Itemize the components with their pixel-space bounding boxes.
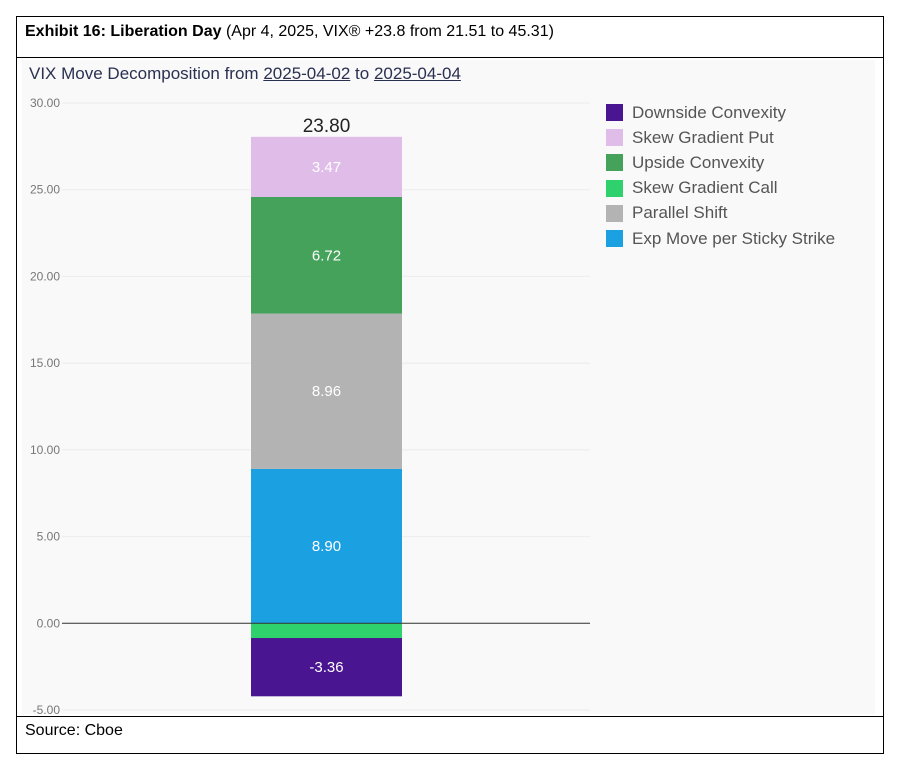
y-tick-label: 10.00 <box>30 443 60 457</box>
legend-label: Parallel Shift <box>632 203 728 223</box>
exhibit-subtitle: (Apr 4, 2025, VIX® +23.8 from 21.51 to 4… <box>225 23 554 40</box>
exhibit-title: Exhibit 16: Liberation Day <box>25 23 222 40</box>
bar-segment-skew-gradient-put <box>251 136 402 197</box>
y-tick-label: 20.00 <box>30 269 60 283</box>
legend-item: Skew Gradient Call <box>606 176 835 201</box>
legend-item: Exp Move per Sticky Strike <box>606 226 835 251</box>
chart-title: VIX Move Decomposition from 2025-04-02 t… <box>29 64 461 84</box>
source-footer: Source: Cboe <box>16 716 884 754</box>
legend-swatch <box>606 204 623 222</box>
legend-label: Exp Move per Sticky Strike <box>632 228 836 248</box>
chart-start-date: 2025-04-02 <box>263 64 351 83</box>
legend-item: Upside Convexity <box>606 150 835 175</box>
legend-swatch <box>606 230 623 248</box>
chart-title-mid: to <box>355 64 370 83</box>
chart-end-date: 2025-04-04 <box>373 64 461 83</box>
legend-label: Skew Gradient Put <box>632 127 774 147</box>
bar-segment-parallel-shift <box>251 313 402 469</box>
y-tick-label: -5.00 <box>33 703 61 714</box>
bar-segment-downside-convexity <box>251 638 402 697</box>
exhibit-caption: Exhibit 16: Liberation Day (Apr 4, 2025,… <box>25 23 554 41</box>
y-tick-label: 0.00 <box>37 616 61 630</box>
legend-item: Downside Convexity <box>606 100 835 125</box>
legend-label: Downside Convexity <box>632 102 787 122</box>
legend-swatch <box>606 154 623 172</box>
data-label: 6.72 <box>312 247 341 264</box>
legend-swatch <box>606 104 623 122</box>
legend-item: Skew Gradient Put <box>606 125 835 150</box>
data-label: 8.90 <box>312 538 341 555</box>
source-text: Source: Cboe <box>25 722 123 739</box>
legend-swatch <box>606 179 623 197</box>
y-tick-label: 30.00 <box>30 96 60 110</box>
y-tick-label: 25.00 <box>30 183 60 197</box>
bar-segment-skew-gradient-call <box>251 623 402 639</box>
chart-panel: VIX Move Decomposition from 2025-04-02 t… <box>22 60 875 714</box>
legend-item: Parallel Shift <box>606 201 835 226</box>
data-label: -3.36 <box>309 659 343 676</box>
bar-segment-exp-move-per-sticky-strike <box>251 468 402 624</box>
data-label: 3.47 <box>312 159 341 176</box>
stacked-bar-chart: 30.00 25.00 20.00 15.00 10.00 5.00 0.00 -5.00 8.… <box>30 96 590 714</box>
bar-segment-upside-convexity <box>251 196 402 314</box>
legend-label: Skew Gradient Call <box>632 178 778 198</box>
y-tick-label: 15.00 <box>30 356 60 370</box>
y-tick-label: 5.00 <box>37 530 61 544</box>
exhibit-frame <box>16 16 884 754</box>
total-label: 23.80 <box>303 116 351 137</box>
chart-legend: Downside Convexity Skew Gradient Put Upsid… <box>606 100 835 251</box>
legend-swatch <box>606 129 623 147</box>
data-label: 8.96 <box>312 383 341 400</box>
legend-label: Upside Convexity <box>632 152 765 172</box>
chart-title-prefix: VIX Move Decomposition from <box>29 64 259 83</box>
exhibit-header: Exhibit 16: Liberation Day (Apr 4, 2025,… <box>16 16 884 58</box>
